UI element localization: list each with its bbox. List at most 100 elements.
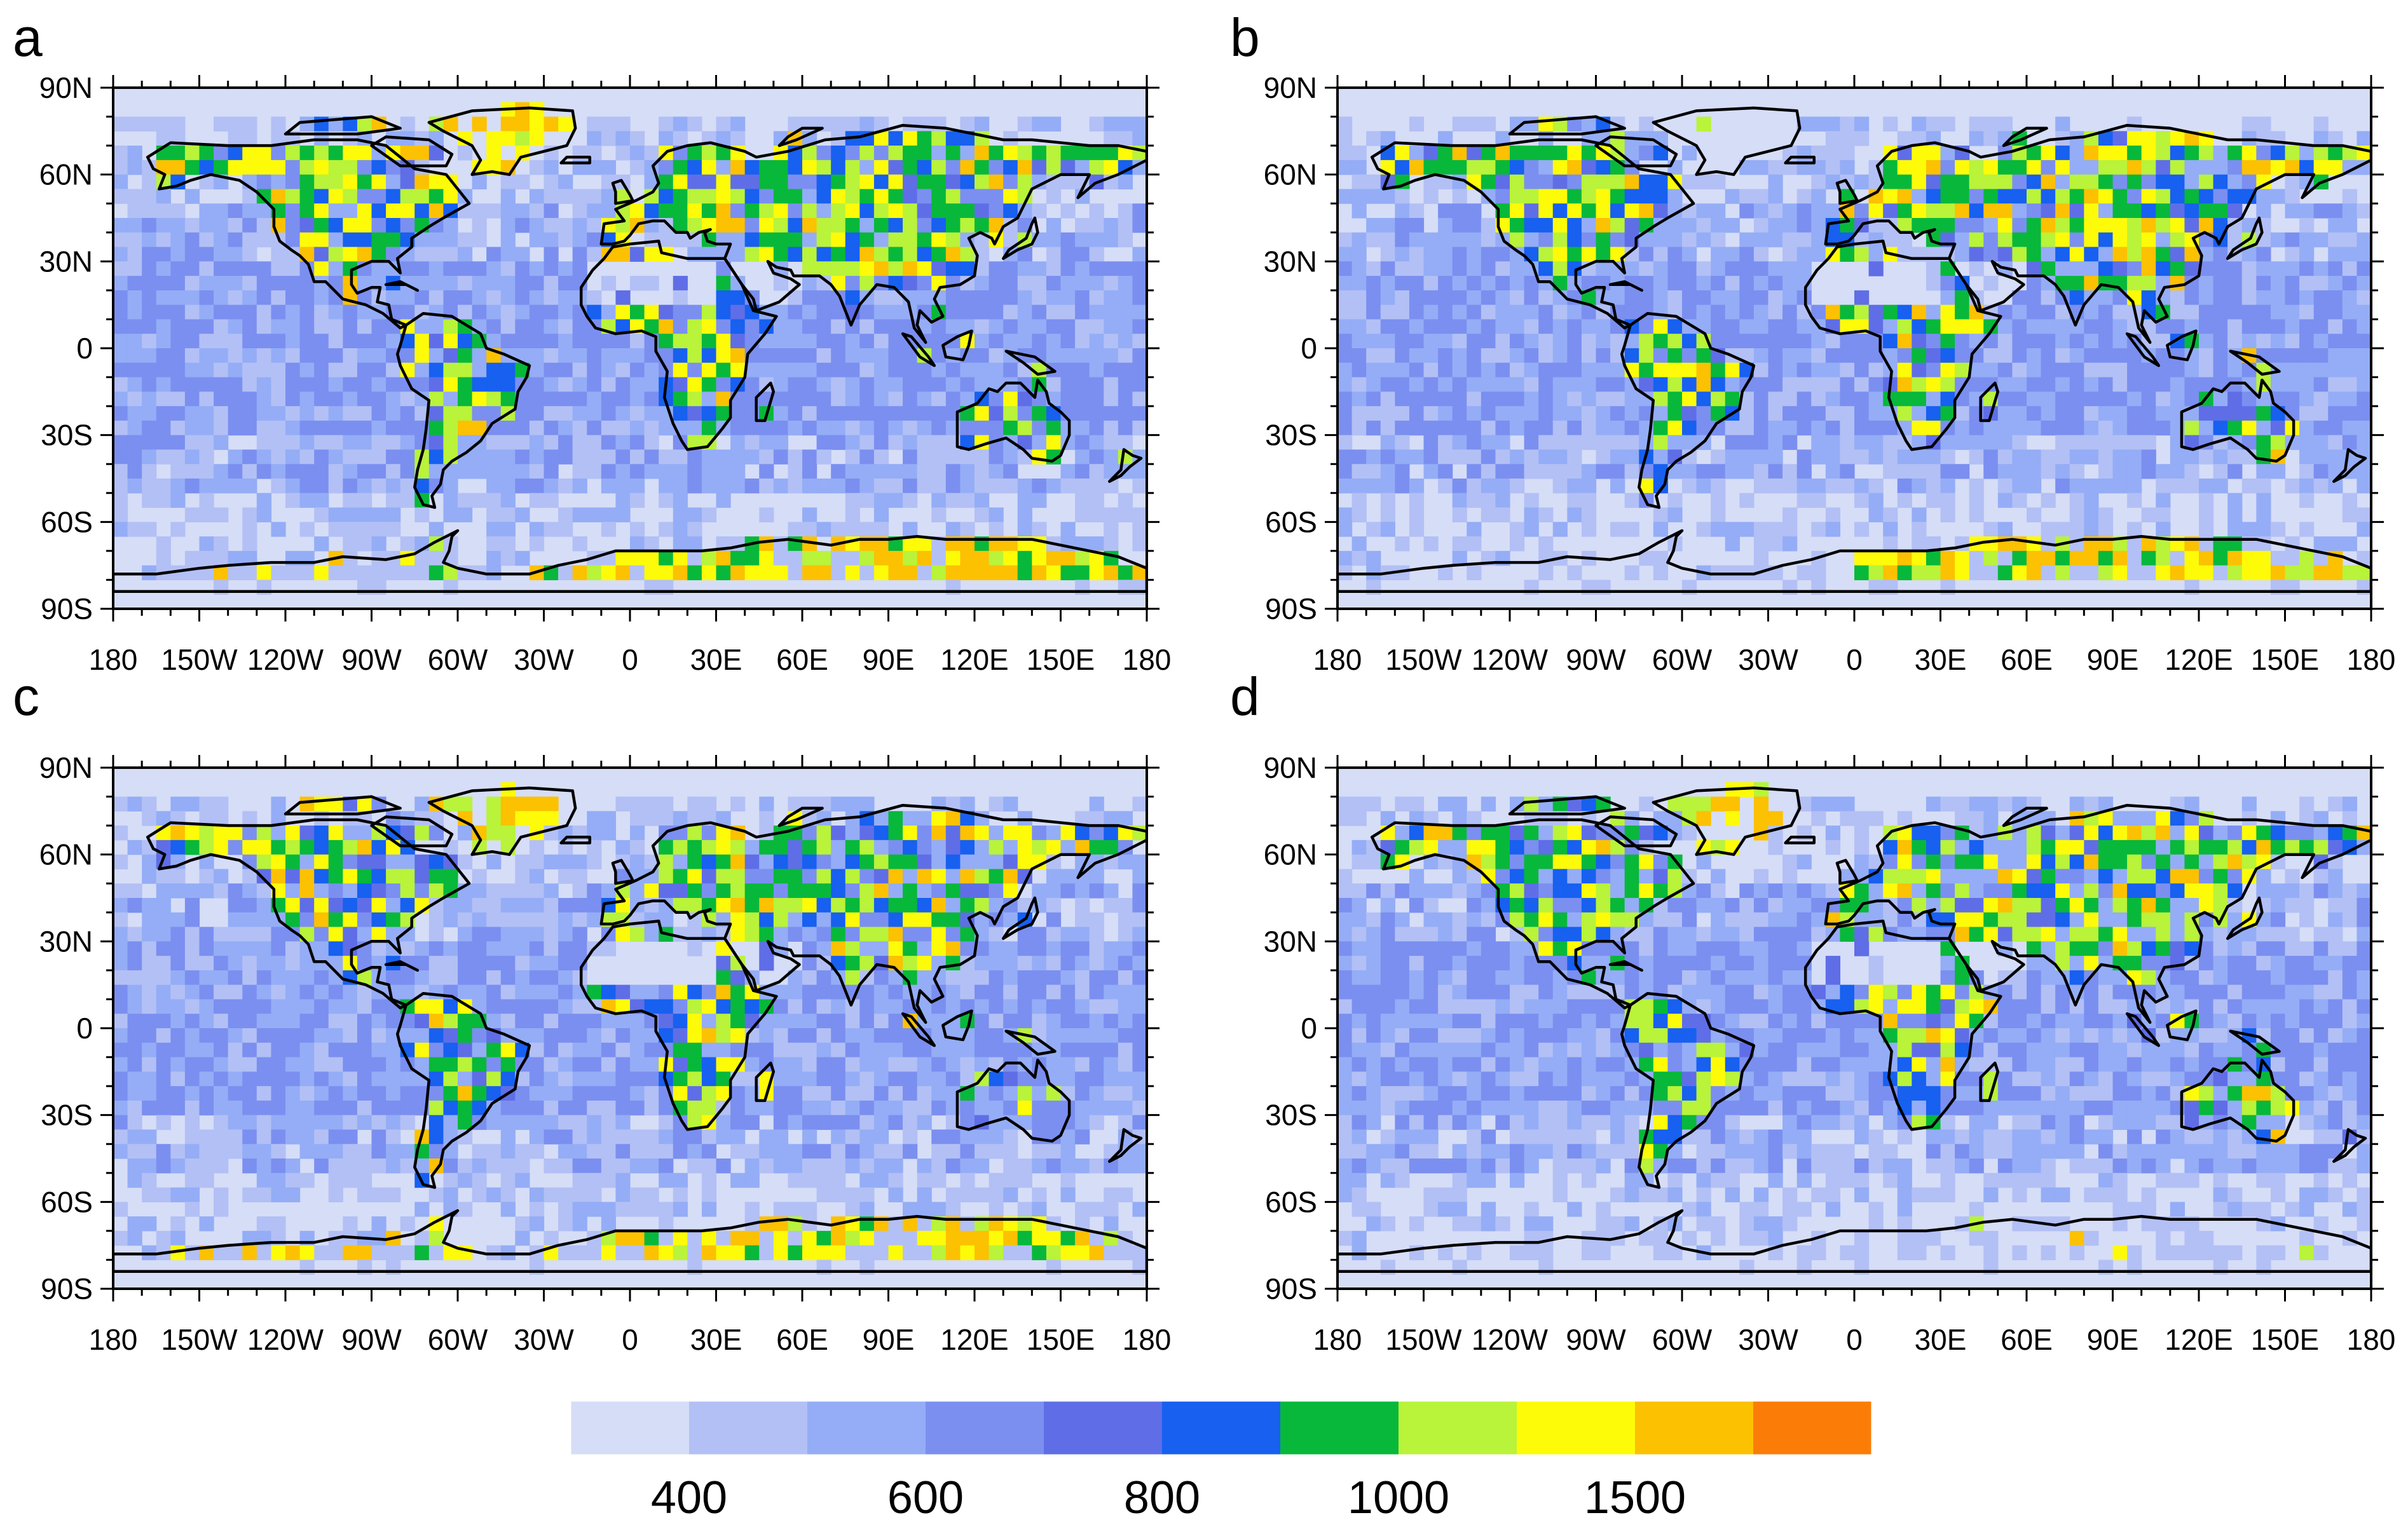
grid-cell <box>1912 377 1927 392</box>
grid-cell <box>1567 377 1582 392</box>
grid-cell <box>1667 290 1683 306</box>
grid-cell <box>1768 348 1783 363</box>
grid-cell <box>256 420 272 436</box>
grid-cell <box>1969 218 1984 233</box>
grid-cell <box>127 203 142 219</box>
grid-cell <box>1840 464 1855 479</box>
grid-cell <box>414 290 430 306</box>
grid-cell <box>2241 146 2257 161</box>
grid-cell <box>1380 435 1395 451</box>
grid-cell <box>773 912 789 928</box>
grid-cell <box>572 941 587 956</box>
grid-cell <box>960 391 975 407</box>
grid-cell <box>1624 290 1639 306</box>
grid-cell <box>2041 304 2056 320</box>
grid-cell <box>2342 348 2358 363</box>
grid-cell <box>788 550 803 566</box>
grid-cell <box>1868 435 1884 451</box>
grid-cell <box>2098 522 2114 537</box>
grid-cell <box>1639 391 1654 407</box>
grid-cell <box>888 435 903 451</box>
grid-cell <box>170 796 186 812</box>
grid-cell <box>299 348 315 363</box>
grid-cell <box>515 898 530 913</box>
grid-cell <box>845 377 860 392</box>
grid-cell <box>1481 189 1496 204</box>
grid-cell <box>2184 391 2199 407</box>
grid-cell <box>2328 435 2343 451</box>
grid-cell <box>1624 160 1639 175</box>
grid-cell <box>1581 391 1597 407</box>
grid-cell <box>2299 290 2315 306</box>
grid-cell <box>558 941 573 956</box>
grid-cell <box>802 825 817 841</box>
grid-cell <box>945 825 961 841</box>
grid-cell <box>285 290 301 306</box>
grid-cell <box>2213 247 2228 262</box>
grid-cell <box>587 218 602 233</box>
grid-cell <box>2199 203 2214 219</box>
grid-cell <box>2055 160 2070 175</box>
grid-cell <box>1075 189 1090 204</box>
grid-cell <box>2141 464 2156 479</box>
grid-cell <box>400 536 415 552</box>
grid-cell <box>314 391 329 407</box>
grid-cell <box>2156 507 2171 522</box>
grid-cell <box>2112 247 2128 262</box>
grid-cell <box>615 319 631 334</box>
grid-cell <box>184 261 200 276</box>
grid-cell <box>314 232 329 248</box>
grid-cell <box>989 522 1004 537</box>
grid-cell <box>989 348 1004 363</box>
grid-cell <box>1897 565 1912 581</box>
grid-cell <box>730 290 746 306</box>
grid-cell <box>228 218 243 233</box>
grid-cell <box>184 189 200 204</box>
grid-cell <box>544 493 559 508</box>
grid-cell <box>917 839 932 855</box>
grid-cell <box>285 174 301 190</box>
grid-cell <box>759 956 774 971</box>
grid-cell <box>1552 174 1568 190</box>
grid-cell <box>701 203 717 219</box>
grid-cell <box>1567 449 1582 465</box>
grid-cell <box>443 276 458 291</box>
grid-cell <box>716 565 731 581</box>
grid-cell <box>1337 449 1353 465</box>
grid-cell <box>299 218 315 233</box>
grid-cell <box>242 420 257 436</box>
grid-cell <box>414 348 430 363</box>
grid-cell <box>1510 203 1525 219</box>
grid-cell <box>1524 319 1539 334</box>
grid-cell <box>414 247 430 262</box>
grid-cell <box>558 898 573 913</box>
grid-cell <box>1753 261 1769 276</box>
grid-cell <box>1739 261 1755 276</box>
grid-cell <box>1060 174 1076 190</box>
grid-cell <box>945 522 961 537</box>
grid-cell <box>1524 464 1539 479</box>
grid-cell <box>1366 464 1381 479</box>
grid-cell <box>343 522 358 537</box>
grid-cell <box>1017 825 1032 841</box>
grid-cell <box>945 927 961 942</box>
grid-cell <box>687 565 702 581</box>
grid-cell <box>931 218 947 233</box>
grid-cell <box>314 261 329 276</box>
grid-cell <box>314 825 329 841</box>
grid-cell <box>1075 218 1090 233</box>
grid-cell <box>730 218 746 233</box>
grid-cell <box>1854 203 1870 219</box>
grid-cell <box>1075 334 1090 349</box>
grid-cell <box>859 406 875 421</box>
grid-cell <box>2156 406 2171 421</box>
grid-cell <box>673 883 688 899</box>
grid-cell <box>1104 565 1119 581</box>
grid-cell <box>601 449 617 465</box>
grid-cell <box>371 507 387 522</box>
grid-cell <box>601 276 617 291</box>
grid-cell <box>2256 507 2271 522</box>
grid-cell <box>759 420 774 436</box>
grid-cell <box>1753 334 1769 349</box>
grid-cell <box>1060 869 1076 884</box>
